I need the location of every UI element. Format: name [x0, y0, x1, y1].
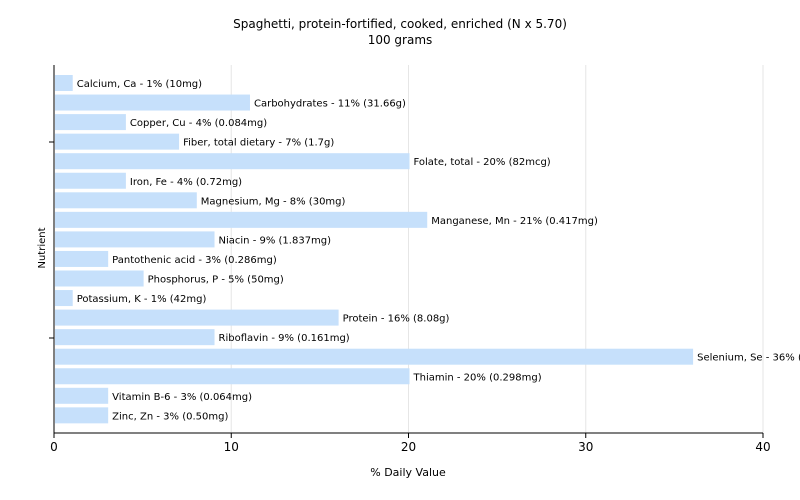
bar-label: Carbohydrates - 11% (31.66g) — [254, 99, 406, 110]
bar-label: Magnesium, Mg - 8% (30mg) — [201, 196, 346, 207]
bar-label: Pantothenic acid - 3% (0.286mg) — [112, 255, 277, 266]
bar-label: Phosphorus, P - 5% (50mg) — [148, 275, 284, 286]
x-tick-label: 20 — [401, 440, 416, 454]
bar — [55, 290, 73, 307]
bar — [55, 172, 126, 189]
chart-title: Spaghetti, protein-fortified, cooked, en… — [233, 17, 567, 31]
bar-label: Riboflavin - 9% (0.161mg) — [219, 333, 350, 344]
bar — [55, 114, 126, 131]
x-axis-title: % Daily Value — [370, 466, 446, 479]
bar-label: Protein - 16% (8.08g) — [343, 314, 450, 325]
chart-subtitle: 100 grams — [367, 33, 433, 47]
bar-label: Selenium, Se - 36% (25.2mcg) — [697, 353, 800, 364]
bar — [55, 231, 215, 248]
bar-label: Potassium, K - 1% (42mg) — [77, 294, 207, 305]
bar-label: Iron, Fe - 4% (0.72mg) — [130, 177, 242, 188]
bar-label: Zinc, Zn - 3% (0.50mg) — [112, 411, 228, 422]
bar-label: Manganese, Mn - 21% (0.417mg) — [431, 216, 598, 227]
bar — [55, 153, 410, 170]
bar — [55, 250, 109, 267]
bar-label: Niacin - 9% (1.837mg) — [219, 235, 332, 246]
bar-label: Vitamin B-6 - 3% (0.064mg) — [112, 392, 252, 403]
x-tick-label: 10 — [224, 440, 239, 454]
bar — [55, 133, 180, 150]
bar — [55, 211, 428, 228]
bar-label: Fiber, total dietary - 7% (1.7g) — [183, 138, 334, 149]
x-tick-label: 0 — [50, 440, 58, 454]
bar-label: Calcium, Ca - 1% (10mg) — [77, 79, 202, 90]
bar — [55, 309, 339, 326]
axes: 0 10 20 30 40 — [49, 65, 771, 454]
bar-labels: Calcium, Ca - 1% (10mg) Carbohydrates - 1… — [77, 79, 800, 422]
x-tick-label: 30 — [578, 440, 593, 454]
bar-label: Thiamin - 20% (0.298mg) — [413, 372, 542, 383]
y-axis-title: Nutrient — [37, 227, 48, 268]
bar — [55, 407, 109, 424]
bar — [55, 329, 215, 346]
bar-label: Folate, total - 20% (82mcg) — [414, 157, 551, 168]
bar — [55, 192, 197, 209]
x-tick-label: 40 — [755, 440, 770, 454]
bar — [55, 75, 73, 91]
bar — [55, 368, 410, 385]
bar — [55, 348, 694, 365]
bar — [55, 270, 144, 287]
bar — [55, 94, 250, 111]
bar-label: Copper, Cu - 4% (0.084mg) — [130, 118, 267, 129]
bars — [55, 75, 694, 424]
bar — [55, 387, 109, 404]
